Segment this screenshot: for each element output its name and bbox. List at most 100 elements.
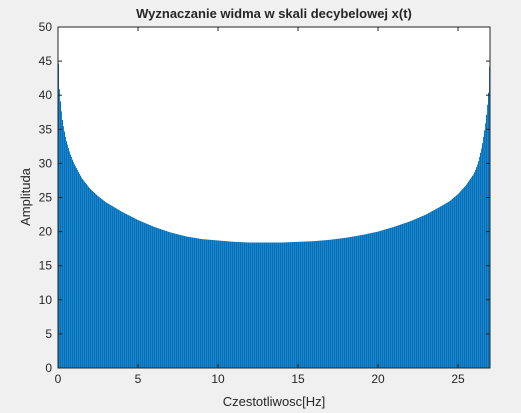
bar bbox=[408, 221, 409, 368]
bar bbox=[297, 241, 298, 368]
bar bbox=[79, 173, 80, 368]
bar bbox=[219, 240, 220, 368]
bar bbox=[377, 231, 378, 368]
bar bbox=[241, 242, 242, 368]
bar bbox=[397, 225, 398, 368]
bar bbox=[189, 236, 190, 368]
bar bbox=[465, 185, 466, 368]
bar bbox=[65, 136, 66, 368]
bar bbox=[373, 232, 374, 368]
bar bbox=[439, 207, 440, 368]
bar bbox=[405, 222, 406, 368]
bar bbox=[466, 184, 467, 368]
bar bbox=[60, 101, 61, 369]
bar bbox=[126, 214, 127, 368]
bar bbox=[63, 126, 64, 368]
bar bbox=[445, 203, 446, 368]
bar bbox=[164, 230, 165, 368]
bar bbox=[315, 241, 316, 368]
chart-title: Wyznaczanie widma w skali decybelowej x(… bbox=[136, 6, 412, 21]
bar bbox=[320, 240, 321, 368]
bar bbox=[167, 231, 168, 368]
bar bbox=[250, 242, 251, 368]
bar bbox=[198, 238, 199, 368]
bar bbox=[328, 239, 329, 368]
bar bbox=[105, 201, 106, 368]
bar bbox=[450, 200, 451, 368]
bar bbox=[420, 216, 421, 368]
bar bbox=[441, 205, 442, 368]
bar bbox=[102, 199, 103, 368]
bar bbox=[476, 167, 477, 368]
bar bbox=[474, 172, 475, 368]
bar bbox=[359, 235, 360, 368]
bar bbox=[223, 240, 224, 368]
bar bbox=[295, 241, 296, 368]
bar bbox=[125, 213, 126, 368]
y-axis-label: Amplituda bbox=[18, 167, 33, 226]
bar bbox=[159, 228, 160, 368]
bar bbox=[244, 242, 245, 368]
bar bbox=[78, 171, 79, 368]
bar bbox=[443, 204, 444, 368]
bar bbox=[119, 210, 120, 368]
bar bbox=[116, 208, 117, 368]
bar bbox=[239, 242, 240, 368]
bar bbox=[145, 223, 146, 368]
bar bbox=[154, 226, 155, 368]
bar bbox=[432, 210, 433, 368]
bar bbox=[437, 208, 438, 368]
bar bbox=[82, 179, 83, 368]
bar bbox=[115, 207, 116, 368]
bar bbox=[150, 225, 151, 368]
bar bbox=[464, 186, 465, 368]
bar bbox=[287, 242, 288, 368]
bar bbox=[414, 219, 415, 368]
bar bbox=[118, 209, 119, 368]
bar bbox=[368, 233, 369, 368]
bar bbox=[331, 239, 332, 368]
bar bbox=[336, 238, 337, 368]
bar bbox=[199, 238, 200, 368]
bar bbox=[282, 242, 283, 368]
bar bbox=[406, 222, 407, 368]
bar bbox=[386, 229, 387, 368]
bar bbox=[381, 230, 382, 368]
bar bbox=[362, 234, 363, 368]
bar bbox=[208, 239, 209, 368]
bar bbox=[423, 215, 424, 368]
bar bbox=[156, 227, 157, 368]
bar bbox=[233, 241, 234, 368]
bar bbox=[387, 228, 388, 368]
bar bbox=[317, 240, 318, 368]
bar bbox=[313, 241, 314, 368]
bar bbox=[141, 221, 142, 368]
bar bbox=[171, 232, 172, 368]
bar bbox=[184, 235, 185, 368]
bar bbox=[448, 201, 449, 368]
bar bbox=[90, 189, 91, 368]
bar bbox=[351, 236, 352, 368]
bar bbox=[202, 239, 203, 368]
bar bbox=[133, 217, 134, 368]
bar bbox=[285, 242, 286, 368]
bar bbox=[330, 239, 331, 368]
bar bbox=[472, 175, 473, 368]
bar bbox=[363, 234, 364, 368]
bar bbox=[148, 224, 149, 368]
bar bbox=[113, 206, 114, 368]
bar bbox=[245, 242, 246, 368]
bar bbox=[259, 242, 260, 368]
x-tick-label: 5 bbox=[135, 372, 142, 386]
bar bbox=[99, 197, 100, 368]
bar bbox=[345, 237, 346, 368]
bar bbox=[112, 206, 113, 368]
bar bbox=[134, 218, 135, 368]
bar bbox=[325, 240, 326, 368]
bar bbox=[151, 225, 152, 368]
bar bbox=[95, 193, 96, 368]
bar bbox=[170, 232, 171, 368]
bar bbox=[347, 237, 348, 368]
bar bbox=[165, 230, 166, 368]
bar bbox=[207, 239, 208, 368]
